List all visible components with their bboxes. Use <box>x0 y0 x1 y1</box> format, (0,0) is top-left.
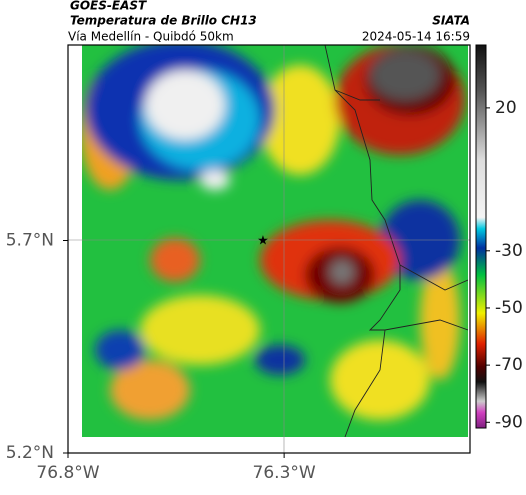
y-tick-label: 5.2°N <box>6 443 54 463</box>
map-frame <box>67 44 471 454</box>
site-marker: ★ <box>257 234 269 249</box>
colorbar-tick-label: 20 <box>495 98 517 118</box>
brightness-field <box>82 45 468 437</box>
source: SIATA <box>432 14 470 28</box>
x-tick-label: 76.3°W <box>253 463 316 483</box>
colorbar-tick-label: -70 <box>495 355 523 375</box>
x-tick-label: 76.8°W <box>36 463 99 483</box>
colorbar <box>475 44 487 429</box>
colorbar-tick-label: -30 <box>495 241 523 261</box>
datetime: 2024-05-14 16:59 <box>362 30 470 44</box>
caption: Vía Medellín - Quibdó 50km <box>68 30 234 44</box>
colorbar-tick-label: -90 <box>495 412 523 432</box>
y-tick-label: 5.7°N <box>6 231 54 251</box>
colorbar-tick-label: -50 <box>495 298 523 318</box>
title: GOES-EAST <box>70 0 147 13</box>
subtitle: Temperatura de Brillo CH13 <box>70 14 257 28</box>
